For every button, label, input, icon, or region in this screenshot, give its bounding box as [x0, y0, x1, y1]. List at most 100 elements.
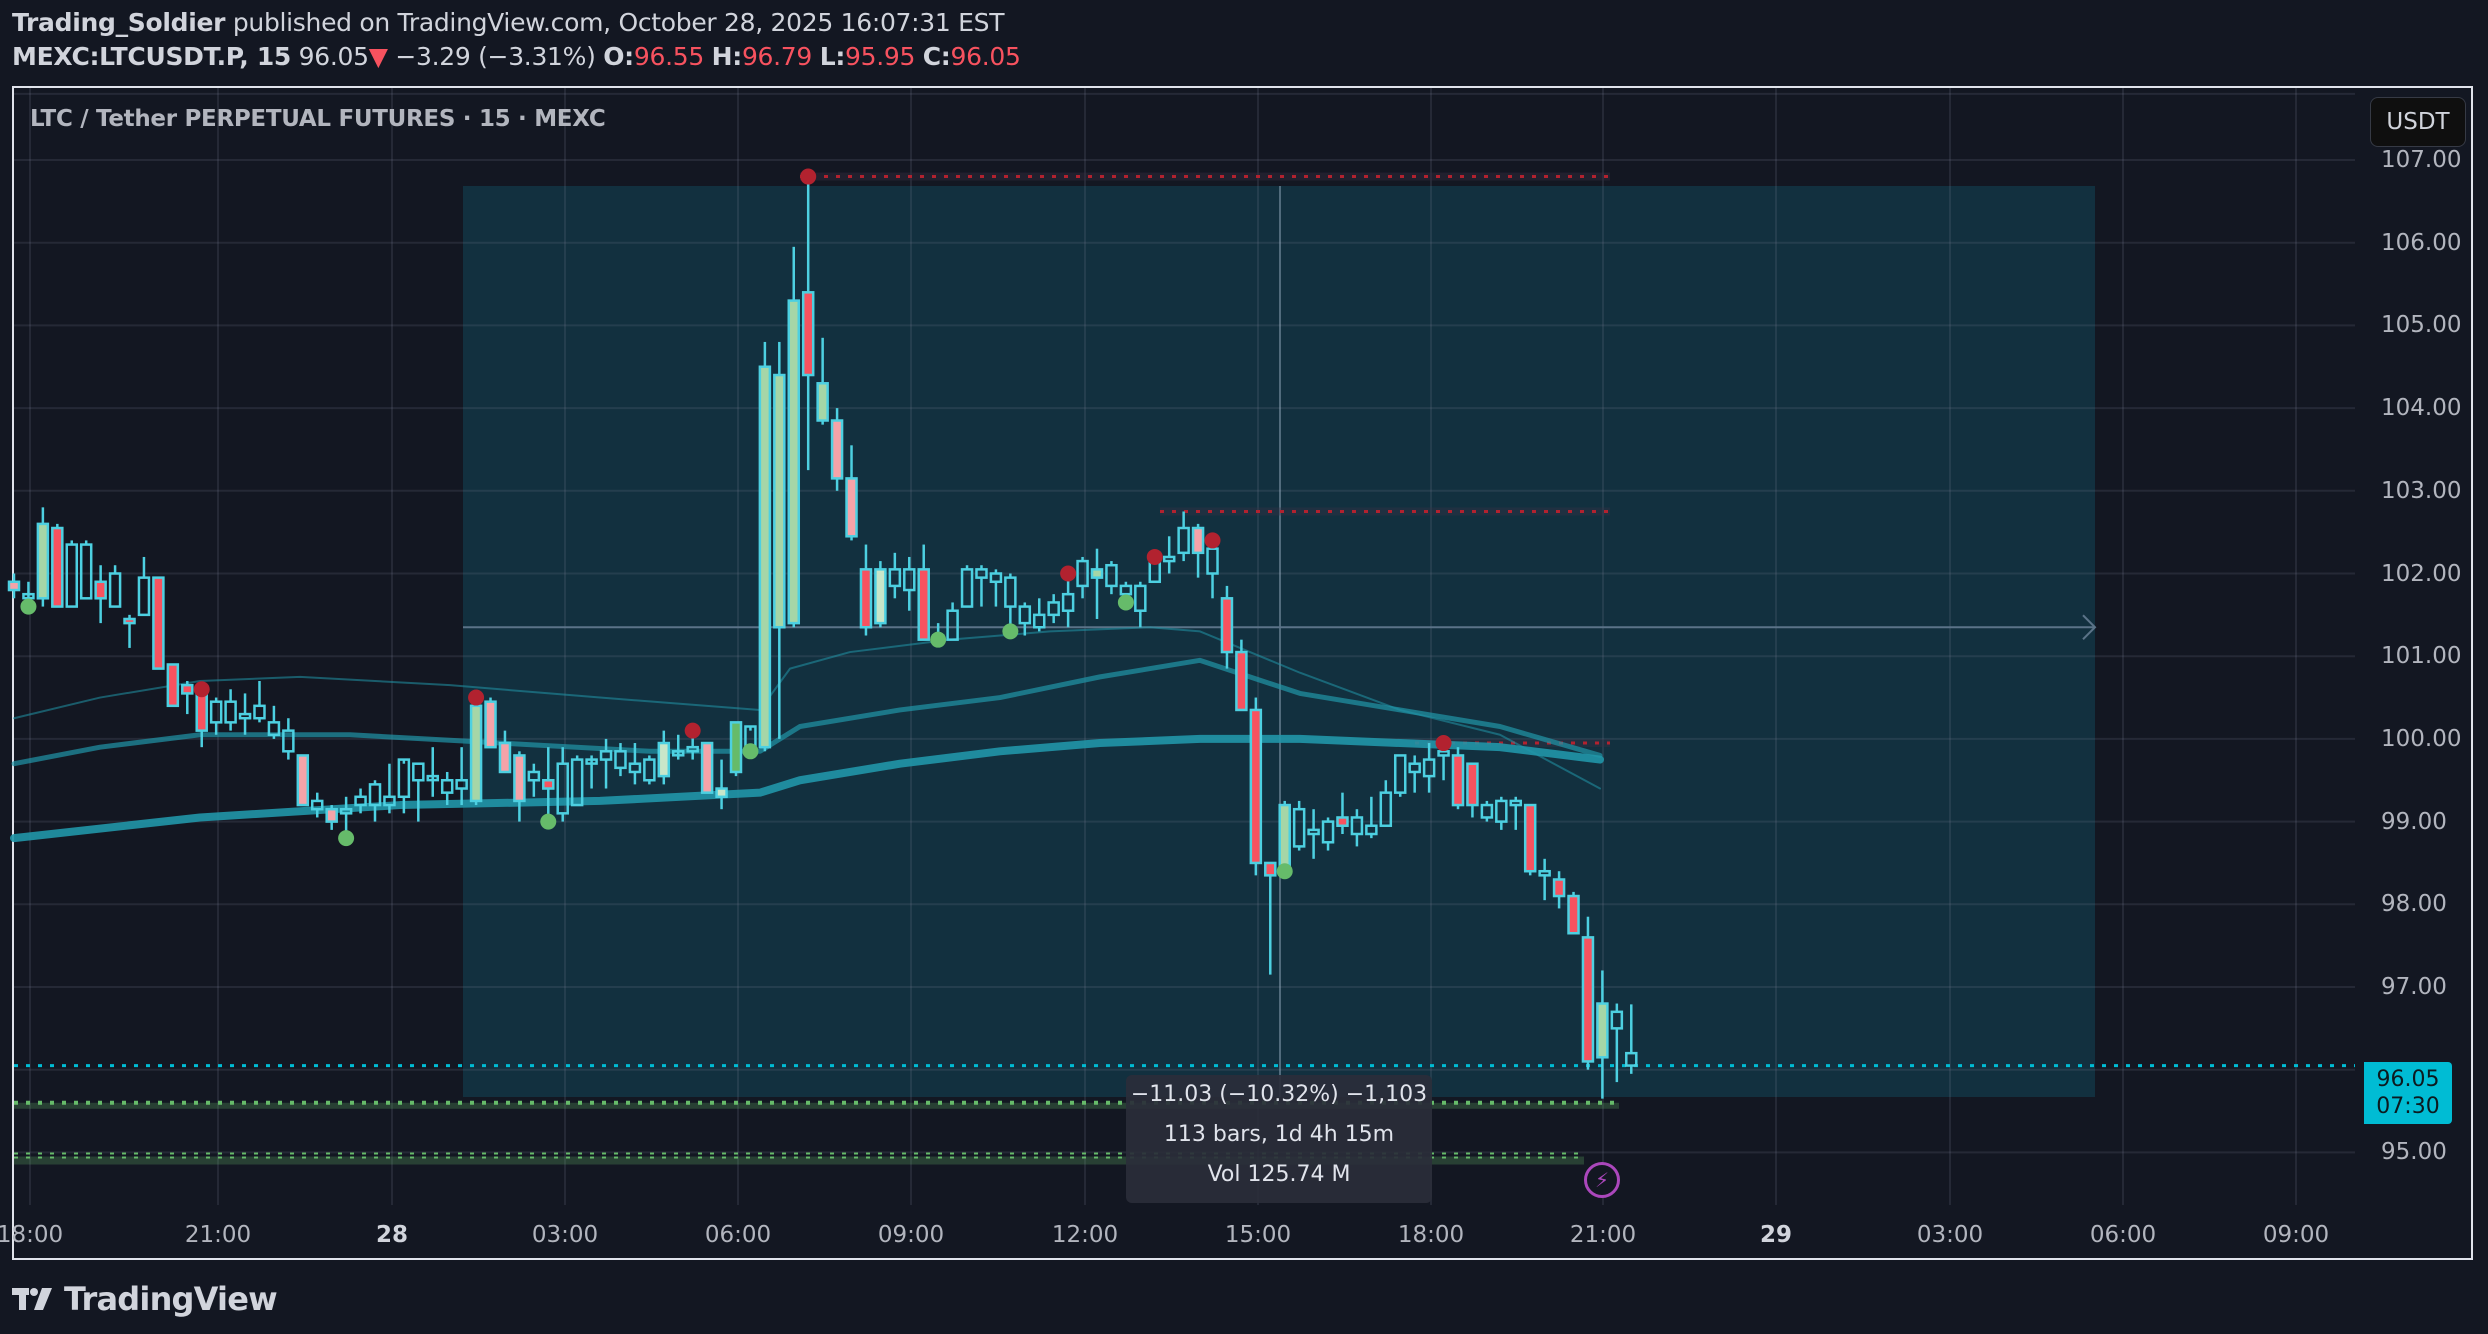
- candle-body: [585, 758, 598, 765]
- pivot-high-marker: [800, 168, 817, 185]
- currency-button[interactable]: USDT: [2370, 97, 2466, 147]
- time-tick-label: 09:00: [2262, 1222, 2330, 1248]
- candle-body: [542, 779, 555, 790]
- price-tick-label: 102.00: [2381, 560, 2462, 587]
- time-tick-label: 15:00: [1224, 1222, 1292, 1248]
- candle-body: [498, 741, 512, 774]
- candle-body: [773, 373, 786, 629]
- measure-bars: 113 bars, 1d 4h 15m: [1163, 1122, 1395, 1147]
- chart-title: LTC / Tether PERPETUAL FUTURES · 15 · ME…: [30, 106, 606, 132]
- candle-body: [1480, 803, 1494, 819]
- candle-body: [1523, 803, 1537, 873]
- time-tick-label: 28: [375, 1222, 409, 1248]
- measure-tooltip: −11.03 (−10.32%) −1,103 113 bars, 1d 4h …: [1126, 1075, 1432, 1203]
- candle-body: [1567, 894, 1580, 935]
- candle-body: [1292, 807, 1306, 848]
- price-tick-label: 105.00: [2381, 312, 2462, 339]
- candle-body: [1625, 1051, 1638, 1067]
- candle-body: [123, 617, 136, 625]
- candle-body: [643, 758, 656, 782]
- author-name[interactable]: Trading_Soldier: [12, 8, 226, 37]
- candle-body: [787, 299, 801, 625]
- candle-body: [1177, 526, 1190, 555]
- open-label: O:: [603, 42, 634, 71]
- candle-body: [859, 568, 873, 629]
- candle-body: [946, 609, 959, 641]
- candle-body: [1350, 816, 1364, 836]
- candle-body: [267, 721, 281, 737]
- candle-body: [1379, 791, 1393, 827]
- price-tick-label: 101.00: [2381, 643, 2462, 670]
- price-tick-label: 99.00: [2381, 808, 2447, 835]
- candle-body: [1307, 828, 1320, 836]
- time-tick-label: 12:00: [1051, 1222, 1119, 1248]
- candle-body: [960, 568, 974, 608]
- current-price-tag: 96.05 07:30: [2364, 1062, 2452, 1124]
- price-tick-label: 104.00: [2381, 395, 2462, 422]
- candle-body: [354, 795, 367, 807]
- candle-body: [614, 750, 627, 770]
- symbol-legend: MEXC:LTCUSDT.P, 15 96.05▼ −3.29 (−3.31%)…: [12, 42, 1021, 71]
- candle-body: [1451, 754, 1465, 807]
- candle-body: [1004, 576, 1017, 608]
- candle-body: [339, 807, 353, 815]
- candle-body: [556, 762, 569, 815]
- time-tick-label: 06:00: [2089, 1222, 2157, 1248]
- candle-body: [845, 477, 858, 538]
- candle-body: [1278, 803, 1291, 873]
- pivot-high-marker: [1204, 532, 1221, 549]
- price-tick-label: 103.00: [2381, 477, 2462, 504]
- pivot-low-marker: [742, 743, 759, 760]
- candle-body: [455, 779, 468, 790]
- candle-body: [224, 700, 237, 724]
- candle-body: [22, 592, 35, 600]
- price-tick-label: 100.00: [2381, 725, 2462, 752]
- current-price: 96.05: [2376, 1067, 2440, 1092]
- candle-body: [513, 754, 526, 803]
- symbol-name: MEXC:LTCUSDT.P, 15: [12, 42, 292, 71]
- candle-body: [325, 807, 338, 823]
- candle-body: [1336, 816, 1349, 827]
- candle-body: [657, 741, 671, 778]
- candle-body: [903, 568, 916, 592]
- pivot-high-marker: [1146, 548, 1163, 565]
- level-band: [800, 172, 1610, 181]
- candle-body: [1061, 592, 1075, 612]
- tradingview-logo[interactable]: TradingView: [12, 1280, 278, 1318]
- candle-body: [484, 700, 497, 749]
- pivot-low-marker: [1117, 594, 1134, 611]
- candle-body: [1076, 559, 1089, 588]
- bar-countdown: 07:30: [2376, 1094, 2440, 1119]
- pivot-high-marker: [468, 689, 485, 706]
- high-label: H:: [711, 42, 743, 71]
- candle-body: [888, 568, 902, 588]
- candle-body: [1437, 750, 1450, 757]
- candle-body: [816, 382, 829, 422]
- candle-body: [1119, 584, 1133, 596]
- candle-body: [238, 712, 252, 720]
- candle-body: [1191, 526, 1205, 555]
- publish-info: Trading_Soldier published on TradingView…: [12, 8, 1004, 37]
- candle-body: [671, 750, 685, 757]
- time-tick-label: 29: [1759, 1222, 1793, 1248]
- time-tick-label: 21:00: [184, 1222, 252, 1248]
- candle-body: [51, 526, 64, 608]
- time-tick-label: 18:00: [1397, 1222, 1465, 1248]
- pivot-low-marker: [338, 830, 355, 847]
- candle-body: [1105, 563, 1118, 588]
- tv-logo-icon: [12, 1288, 52, 1310]
- candle-body: [310, 799, 324, 811]
- range-box: [463, 186, 2095, 1097]
- last-price: 96.05: [298, 42, 369, 71]
- candle-body: [874, 568, 887, 625]
- down-arrow-icon: ▼: [368, 42, 388, 71]
- candle-body: [628, 762, 642, 774]
- close-label: C:: [922, 42, 951, 71]
- lightning-icon[interactable]: ⚡: [1584, 1162, 1620, 1198]
- candle-body: [1365, 824, 1378, 836]
- time-tick-label: 03:00: [531, 1222, 599, 1248]
- price-tick-label: 98.00: [2381, 891, 2447, 918]
- candle-body: [282, 729, 295, 753]
- logo-text: TradingView: [64, 1280, 278, 1318]
